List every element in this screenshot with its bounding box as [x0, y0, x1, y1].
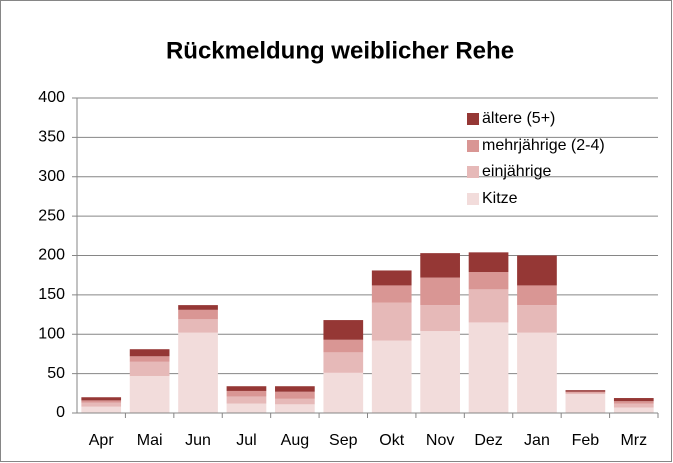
legend-swatch	[467, 193, 479, 205]
bar-segment	[468, 272, 509, 290]
y-tick-label: 350	[38, 129, 65, 146]
y-tick-label: 300	[38, 168, 65, 185]
bar-segment	[323, 339, 364, 353]
legend-label: ältere (5+)	[482, 110, 555, 127]
bar-segment	[129, 349, 170, 357]
bar-segment	[81, 406, 122, 413]
bar-segment	[275, 391, 315, 399]
x-tick-label: Feb	[572, 432, 600, 449]
bar-segment	[178, 309, 218, 320]
y-tick-label: 100	[38, 325, 65, 342]
x-tick-label: Aug	[281, 432, 309, 449]
bar-segment	[226, 396, 267, 404]
legend-swatch	[467, 113, 479, 125]
bar-segment	[565, 392, 606, 395]
bar-segment	[517, 255, 557, 286]
bar-segment	[275, 398, 315, 405]
bar-segment	[517, 332, 557, 413]
x-tick-label: Jul	[236, 432, 256, 449]
bar-segment	[613, 401, 654, 404]
bar-segment	[613, 398, 654, 402]
bar-segment	[178, 319, 218, 333]
bar-segment	[420, 331, 460, 413]
bar-segment	[420, 253, 460, 278]
legend-swatch	[467, 166, 479, 178]
bar-segment	[420, 305, 460, 332]
bar-segment	[468, 289, 509, 323]
y-tick-label: 0	[56, 404, 65, 421]
bar-segment	[420, 277, 460, 306]
y-tick-label: 400	[38, 89, 65, 106]
x-tick-label: Dez	[474, 432, 502, 449]
y-tick-label: 200	[38, 247, 65, 264]
bar-segment	[371, 270, 412, 286]
bar-segment	[371, 285, 412, 303]
bar-segment	[565, 391, 606, 393]
x-tick-label: Apr	[89, 432, 115, 449]
bar-segment	[129, 361, 170, 376]
bar-segment	[226, 403, 267, 413]
bar-segment	[371, 340, 412, 413]
bar-segment	[226, 390, 267, 397]
bar-segment	[129, 375, 170, 413]
bar-segment	[323, 320, 364, 340]
x-tick-label: Mai	[137, 432, 163, 449]
x-tick-label: Jun	[185, 432, 211, 449]
bar-segment	[178, 305, 218, 310]
bar-segment	[323, 372, 364, 413]
bar-segment	[323, 352, 364, 373]
legend-label: mehrjährige (2-4)	[482, 137, 605, 154]
x-tick-label: Okt	[379, 432, 404, 449]
bar-segment	[371, 302, 412, 341]
bar-segment	[565, 394, 606, 413]
x-tick-label: Nov	[426, 432, 454, 449]
bar-segment	[81, 400, 122, 403]
x-tick-label: Jan	[524, 432, 550, 449]
bar-segment	[226, 386, 267, 391]
bar-segment	[468, 322, 509, 413]
legend-swatch	[467, 140, 479, 152]
bar-segment	[565, 390, 606, 392]
bar-segment	[81, 397, 122, 401]
x-tick-label: Sep	[329, 432, 358, 449]
x-tick-label: Mrz	[620, 432, 647, 449]
bar-segment	[613, 407, 654, 413]
chart-title: Rückmeldung weiblicher Rehe	[166, 37, 514, 64]
bar-segment	[129, 356, 170, 362]
bar-segment	[178, 332, 218, 413]
bar-segment	[275, 386, 315, 392]
y-tick-label: 250	[38, 207, 65, 224]
y-tick-label: 150	[38, 286, 65, 303]
y-tick-label: 50	[47, 365, 65, 382]
legend-label: einjährige	[482, 163, 551, 180]
bar-segment	[517, 305, 557, 333]
legend-label: Kitze	[482, 190, 518, 207]
bar-segment	[275, 404, 315, 413]
bar-segment	[613, 403, 654, 408]
bar-segment	[517, 285, 557, 306]
bar-segment	[81, 402, 122, 407]
bar-segment	[468, 252, 509, 273]
